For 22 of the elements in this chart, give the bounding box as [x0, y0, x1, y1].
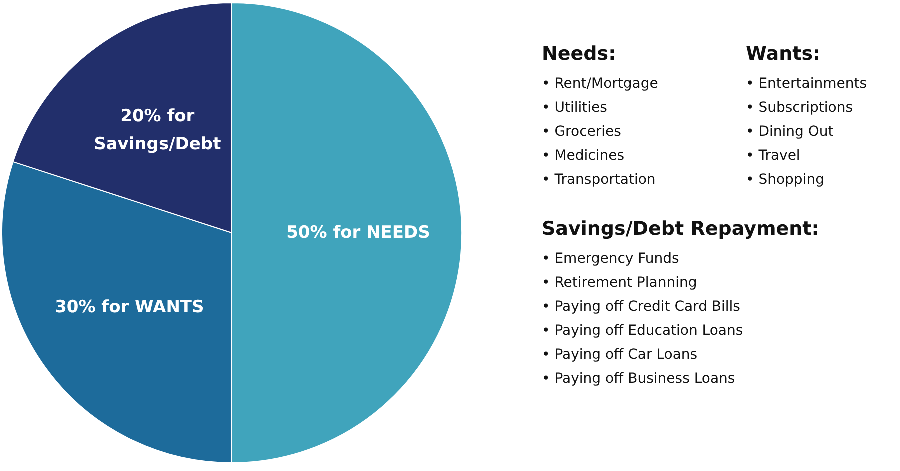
text: • Medicines [542, 148, 625, 164]
text: • Dining Out [746, 124, 834, 140]
text: • Paying off Credit Card Bills [542, 299, 740, 315]
text: • Paying off Car Loans [542, 347, 698, 363]
slice-label: 30% for WANTS [55, 296, 204, 318]
text: Savings/Debt Repayment: [542, 218, 820, 240]
text: • Utilities [542, 100, 608, 116]
text: • Paying off Education Loans [542, 323, 744, 339]
text: • Transportation [542, 172, 656, 188]
text: • Groceries [542, 124, 622, 140]
text: • Paying off Business Loans [542, 371, 736, 387]
text: • Rent/Mortgage [542, 76, 658, 92]
text: • Emergency Funds [542, 251, 680, 267]
text: • Entertainments [746, 76, 868, 92]
text: • Travel [746, 148, 800, 164]
slice-label: 20% for Savings/Debt [94, 106, 222, 154]
text: Needs: [542, 43, 616, 65]
text: • Subscriptions [746, 100, 853, 116]
text: • Shopping [746, 172, 824, 188]
text: • Retirement Planning [542, 275, 698, 291]
text: Wants: [746, 43, 821, 65]
slice-label: 50% for NEEDS [286, 222, 430, 243]
